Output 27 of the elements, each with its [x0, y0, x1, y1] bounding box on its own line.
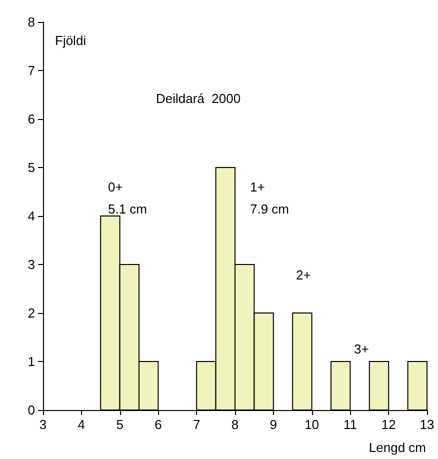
x-tick-label: 13 [420, 417, 434, 432]
x-axis-title: Lengd cm [368, 440, 426, 455]
text: Deildará 2000 [156, 91, 241, 106]
annotation: 0+ 5.1 cm [108, 180, 148, 216]
annotation: 3+ [354, 342, 369, 356]
x-tick-label: 10 [304, 417, 320, 432]
y-axis-title: Fjöldi [55, 33, 86, 48]
y-tick-label: 5 [28, 160, 35, 175]
x-tick-label: 11 [343, 417, 357, 432]
x-tick-label: 4 [78, 417, 86, 432]
y-tick-label: 0 [28, 402, 35, 418]
y-tick-label: 4 [28, 208, 35, 224]
y-tick-label: 1 [28, 354, 35, 369]
y-tick-label: 8 [28, 14, 35, 30]
x-tick-label: 9 [270, 417, 278, 432]
x-tick-label: 12 [381, 417, 396, 432]
y-tick-label: 3 [28, 257, 35, 272]
annotation: 1+ 7.9 cm [250, 180, 290, 216]
x-tick-label: 8 [231, 417, 239, 432]
x-tick-label: 5 [116, 417, 124, 432]
x-tick-label: 6 [154, 417, 162, 432]
y-tick-label: 6 [28, 112, 35, 126]
x-tick-label: 3 [39, 417, 47, 432]
y-tick-label: 2 [28, 306, 35, 320]
annotation: 2+ [296, 268, 311, 282]
y-tick-label: 7 [28, 63, 35, 78]
x-tick-label: 7 [192, 417, 200, 432]
